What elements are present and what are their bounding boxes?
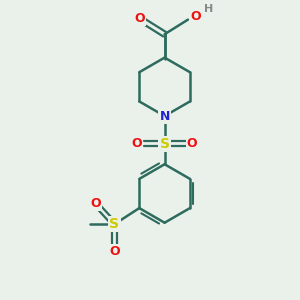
Text: O: O [190, 10, 201, 23]
Text: O: O [134, 12, 145, 25]
Text: O: O [109, 245, 120, 258]
Text: O: O [132, 137, 142, 150]
Text: S: S [110, 217, 119, 231]
Text: S: S [160, 137, 170, 151]
Text: N: N [159, 110, 170, 122]
Text: O: O [90, 197, 101, 210]
Text: O: O [187, 137, 197, 150]
Text: H: H [204, 4, 214, 14]
